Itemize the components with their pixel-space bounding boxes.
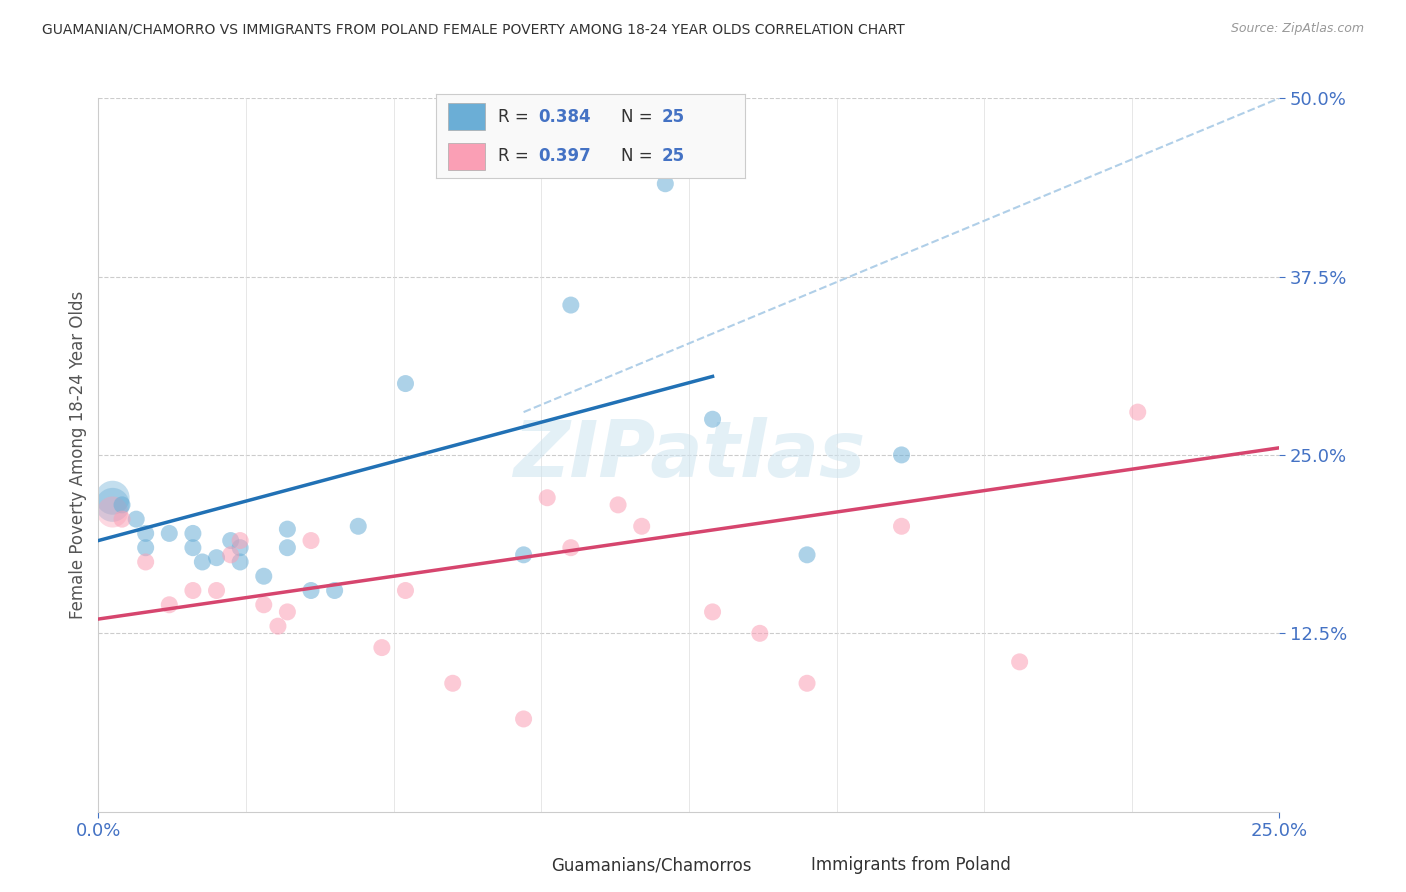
Point xyxy=(702,412,724,426)
Point xyxy=(654,177,676,191)
Point xyxy=(276,605,298,619)
Point xyxy=(748,626,770,640)
Text: Immigrants from Poland: Immigrants from Poland xyxy=(811,856,1011,874)
Point xyxy=(229,541,252,555)
Point xyxy=(267,619,290,633)
Point xyxy=(205,583,228,598)
Point xyxy=(253,569,276,583)
Text: 0.397: 0.397 xyxy=(538,147,591,165)
Point xyxy=(101,498,124,512)
Point xyxy=(181,541,204,555)
Point xyxy=(205,550,228,565)
Text: Guamanians/Chamorros: Guamanians/Chamorros xyxy=(551,856,752,874)
Text: GUAMANIAN/CHAMORRO VS IMMIGRANTS FROM POLAND FEMALE POVERTY AMONG 18-24 YEAR OLD: GUAMANIAN/CHAMORRO VS IMMIGRANTS FROM PO… xyxy=(42,22,905,37)
Point xyxy=(101,491,124,505)
Point xyxy=(135,555,157,569)
Text: R =: R = xyxy=(498,147,534,165)
Point xyxy=(276,541,298,555)
Point xyxy=(299,583,322,598)
Point xyxy=(560,298,582,312)
Point xyxy=(229,555,252,569)
Text: R =: R = xyxy=(498,108,534,126)
Point xyxy=(135,526,157,541)
Text: N =: N = xyxy=(621,108,658,126)
Point xyxy=(630,519,652,533)
Point xyxy=(560,541,582,555)
Text: 25: 25 xyxy=(662,108,685,126)
Point xyxy=(394,583,416,598)
Point xyxy=(796,548,818,562)
Point xyxy=(394,376,416,391)
Point xyxy=(1008,655,1031,669)
Point xyxy=(101,505,124,519)
Point xyxy=(607,498,630,512)
FancyBboxPatch shape xyxy=(449,103,485,130)
Point xyxy=(229,533,252,548)
Point xyxy=(347,519,370,533)
Point xyxy=(299,533,322,548)
Text: 0.384: 0.384 xyxy=(538,108,591,126)
Point xyxy=(157,526,180,541)
Point xyxy=(181,526,204,541)
Point xyxy=(796,676,818,690)
Point xyxy=(276,522,298,536)
Point xyxy=(512,548,534,562)
Point xyxy=(890,448,912,462)
Point xyxy=(441,676,464,690)
Text: Source: ZipAtlas.com: Source: ZipAtlas.com xyxy=(1230,22,1364,36)
Point xyxy=(219,533,242,548)
Point xyxy=(135,541,157,555)
Y-axis label: Female Poverty Among 18-24 Year Olds: Female Poverty Among 18-24 Year Olds xyxy=(69,291,87,619)
Point xyxy=(219,548,242,562)
Point xyxy=(890,519,912,533)
Point xyxy=(323,583,346,598)
Point xyxy=(253,598,276,612)
Text: N =: N = xyxy=(621,147,658,165)
Point xyxy=(702,605,724,619)
Point xyxy=(111,512,134,526)
Point xyxy=(536,491,558,505)
Text: 25: 25 xyxy=(662,147,685,165)
FancyBboxPatch shape xyxy=(449,143,485,169)
Point xyxy=(191,555,214,569)
Point xyxy=(157,598,180,612)
Point xyxy=(125,512,148,526)
Point xyxy=(512,712,534,726)
Point xyxy=(181,583,204,598)
Text: ZIPatlas: ZIPatlas xyxy=(513,417,865,493)
Point xyxy=(371,640,394,655)
Point xyxy=(1126,405,1149,419)
Point xyxy=(111,498,134,512)
